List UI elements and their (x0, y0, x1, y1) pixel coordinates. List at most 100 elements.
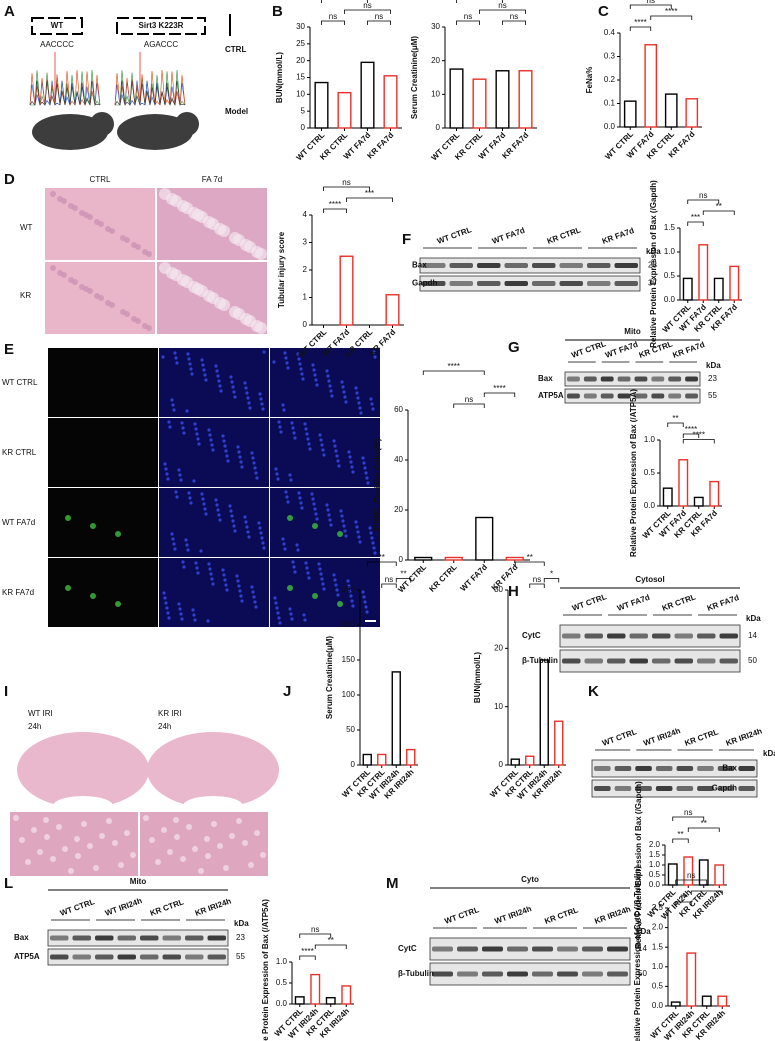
y-tick-label: 1.0 (652, 962, 664, 971)
significance-bracket (529, 583, 545, 588)
y-tick-label: 0.5 (644, 468, 656, 477)
chromatogram (29, 80, 101, 106)
nucleus (277, 420, 281, 424)
microscopy-image (48, 488, 158, 557)
nucleus (363, 466, 367, 470)
blot-band (635, 766, 652, 771)
nucleus (293, 436, 297, 440)
microscopy-image (48, 348, 158, 417)
nucleus (273, 596, 277, 600)
tubule (177, 200, 189, 212)
nucleus (350, 599, 354, 603)
nucleus (259, 531, 263, 535)
nucleus (233, 529, 237, 533)
significance-bracket (629, 26, 652, 31)
kda-value: 37 (648, 279, 657, 288)
tubule (57, 270, 63, 276)
nucleus (329, 389, 333, 393)
significance-label: **** (329, 200, 341, 209)
tubule (166, 193, 178, 205)
column-label: CTRL (90, 175, 111, 184)
nucleus (343, 529, 347, 533)
tubule (188, 281, 200, 293)
sequence: AGACCC (144, 40, 178, 49)
blot-band (567, 393, 580, 399)
tubule (214, 223, 226, 235)
nucleus (318, 433, 322, 437)
significance-label: *** (691, 213, 700, 222)
blot-band (432, 946, 453, 952)
nucleus (207, 562, 211, 566)
nucleus (298, 496, 302, 500)
y-tick-label: 0.0 (276, 999, 288, 1008)
bar (406, 748, 416, 766)
tubule (203, 216, 215, 228)
nucleus (239, 594, 243, 598)
y-tick-label: 1.0 (664, 247, 676, 256)
significance-label: ns (311, 925, 319, 934)
bar (670, 1001, 681, 1007)
nucleus (349, 460, 353, 464)
row-label: WT FA7d (2, 518, 35, 527)
blot-band (584, 658, 603, 664)
significance-bracket (456, 20, 480, 25)
nucleus (365, 610, 369, 614)
nucleus (189, 367, 193, 371)
nucleus (238, 589, 242, 593)
blot-band (95, 954, 114, 960)
nucleus (301, 377, 305, 381)
blot-band (697, 633, 716, 639)
kda-value: 55 (236, 952, 245, 961)
tubule (177, 274, 189, 286)
nucleus (248, 406, 252, 410)
tubule (248, 862, 254, 868)
bar (510, 758, 520, 766)
mouse-head (90, 112, 114, 136)
nucleus (329, 523, 333, 527)
tubule (217, 843, 223, 849)
blot-band (594, 766, 611, 771)
y-tick-label: 20 (296, 56, 305, 65)
nucleus (262, 546, 266, 550)
nucleus (168, 425, 172, 429)
significance-label: ** (400, 570, 406, 579)
nucleus (313, 373, 317, 377)
bar (449, 68, 464, 129)
y-tick-label: 30 (431, 22, 440, 31)
significance-label: **** (693, 431, 705, 440)
nucleus (173, 351, 177, 355)
bar (360, 61, 375, 129)
nucleus (170, 532, 174, 536)
nucleus (182, 565, 186, 569)
kidney-section (147, 732, 279, 808)
nucleus (312, 368, 316, 372)
blot-band (629, 633, 648, 639)
nucleus (285, 495, 289, 499)
blot-band (587, 281, 611, 286)
nucleus (202, 502, 206, 506)
bar (525, 755, 535, 766)
bar (698, 859, 709, 886)
tubule (124, 830, 130, 836)
tubule (142, 249, 148, 255)
tubule (174, 834, 180, 840)
significance-label: *** (365, 189, 374, 198)
nucleus (366, 481, 370, 485)
nucleus (261, 541, 265, 545)
y-tick-label: 0.5 (664, 271, 676, 280)
nucleus (314, 378, 318, 382)
nucleus (278, 425, 282, 429)
panel-letter: A (4, 3, 15, 20)
nucleus (240, 465, 244, 469)
band-label: ATP5A (14, 952, 40, 961)
y-tick-label: 0.5 (276, 978, 288, 987)
y-axis-label: Tubular injury score (277, 231, 286, 308)
nucleus (216, 374, 220, 378)
nucleus (299, 367, 303, 371)
nucleus (182, 431, 186, 435)
blot-band (614, 281, 638, 286)
mouse (117, 114, 193, 150)
tubule (180, 856, 186, 862)
significance-label: ns (375, 12, 383, 21)
nucleus (203, 373, 207, 377)
